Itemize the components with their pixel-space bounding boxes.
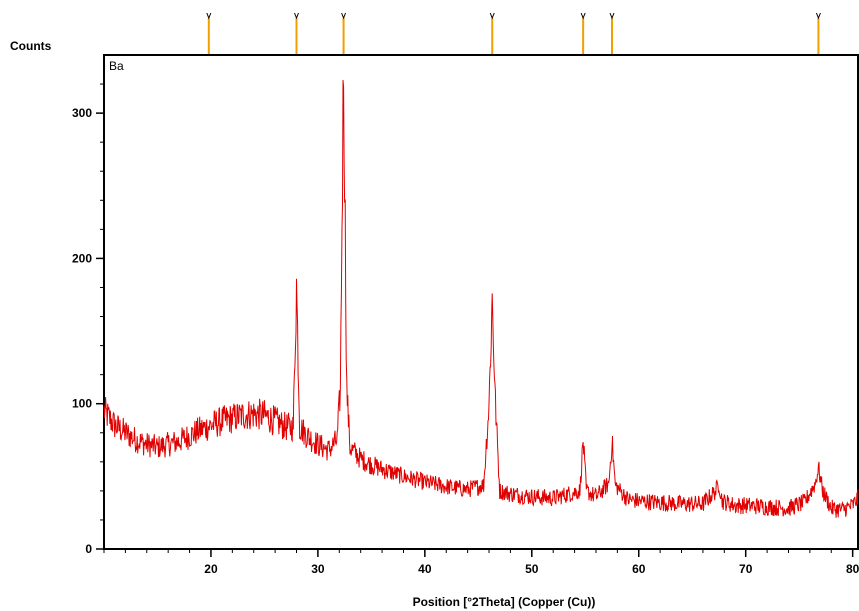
sample-label: Ba [109, 59, 124, 73]
reference-peak-caret [294, 12, 299, 20]
y-tick-label: 300 [72, 106, 92, 120]
x-tick-label: 40 [418, 562, 432, 576]
reference-peak-caret [580, 12, 586, 20]
y-axis-title: Counts [10, 39, 52, 53]
reference-peak-caret [609, 12, 615, 20]
x-tick-label: 30 [311, 562, 325, 576]
y-tick-label: 200 [72, 251, 92, 265]
reference-peak-caret [489, 12, 495, 20]
reference-peak-caret [341, 12, 347, 20]
x-tick-label: 70 [739, 562, 753, 576]
reference-peak-markers [206, 12, 821, 55]
x-tick-label: 80 [846, 562, 859, 576]
x-tick-label: 50 [525, 562, 539, 576]
axis-ticks: 20 30 40 50 60 70 80 0 100 200 300 [72, 83, 859, 576]
y-tick-label: 100 [72, 397, 92, 411]
x-axis-title: Position [°2Theta] (Copper (Cu)) [413, 595, 596, 609]
plot-frame [103, 54, 859, 550]
reference-peak-caret [815, 12, 821, 20]
x-tick-label: 60 [632, 562, 646, 576]
diffraction-pattern-line [103, 79, 859, 518]
y-tick-label: 0 [85, 542, 92, 556]
x-tick-label: 20 [204, 562, 218, 576]
reference-peak-caret [206, 12, 212, 20]
